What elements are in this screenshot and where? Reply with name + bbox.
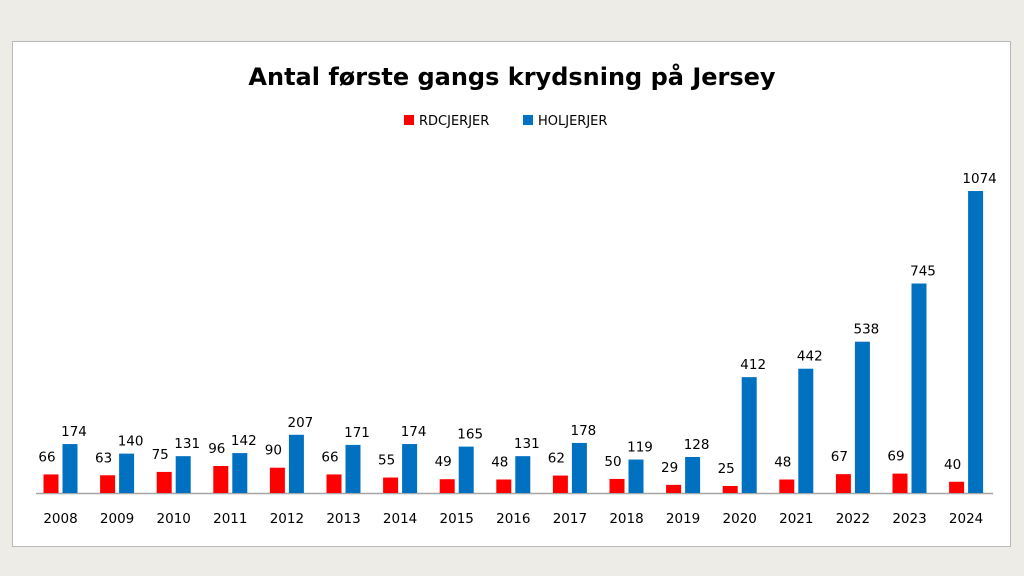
data-label-holjerjer-2013: 171 (344, 425, 370, 441)
bar-holjerjer-2019 (685, 457, 701, 493)
bar-rdcjerjer-2021 (779, 479, 795, 493)
data-label-holjerjer-2023: 745 (910, 264, 936, 280)
bar-chart: Antal første gangs krydsning på Jersey RD… (36, 62, 997, 527)
bar-holjerjer-2022 (854, 341, 870, 493)
bar-rdcjerjer-2024 (949, 481, 965, 493)
data-label-holjerjer-2017: 178 (571, 423, 597, 439)
bar-holjerjer-2015 (458, 446, 474, 493)
data-label-rdcjerjer-2022: 67 (831, 449, 848, 465)
data-label-holjerjer-2021: 442 (797, 349, 823, 365)
data-label-rdcjerjer-2023: 69 (887, 449, 904, 465)
data-label-holjerjer-2009: 140 (118, 434, 144, 450)
x-tick-label: 2012 (270, 511, 304, 527)
x-tick-label: 2018 (609, 511, 643, 527)
bar-holjerjer-2012 (288, 434, 304, 493)
bar-rdcjerjer-2018 (609, 478, 625, 493)
legend-swatch-holjerjer (523, 115, 533, 125)
bar-rdcjerjer-2019 (666, 484, 682, 493)
x-tick-label: 2016 (496, 511, 530, 527)
bar-rdcjerjer-2016 (496, 479, 512, 493)
data-label-rdcjerjer-2021: 48 (774, 455, 791, 471)
data-label-holjerjer-2010: 131 (174, 436, 200, 452)
bar-rdcjerjer-2014 (383, 477, 399, 493)
x-tick-label: 2015 (440, 511, 474, 527)
data-label-rdcjerjer-2019: 29 (661, 460, 678, 476)
data-label-holjerjer-2024: 1074 (962, 171, 996, 187)
data-label-rdcjerjer-2012: 90 (265, 443, 282, 459)
bar-holjerjer-2018 (628, 459, 644, 493)
data-label-rdcjerjer-2017: 62 (548, 451, 565, 467)
data-label-holjerjer-2020: 412 (740, 357, 766, 373)
data-label-holjerjer-2014: 174 (401, 424, 427, 440)
bar-holjerjer-2009 (119, 453, 135, 493)
data-label-holjerjer-2012: 207 (288, 415, 314, 431)
data-label-rdcjerjer-2011: 96 (208, 441, 225, 457)
bar-holjerjer-2021 (798, 368, 814, 493)
data-label-rdcjerjer-2018: 50 (604, 454, 621, 470)
bar-rdcjerjer-2023 (892, 473, 908, 493)
x-tick-label: 2011 (213, 511, 247, 527)
data-label-rdcjerjer-2008: 66 (38, 449, 55, 465)
data-label-holjerjer-2019: 128 (684, 437, 710, 453)
x-tick-label: 2008 (43, 511, 77, 527)
bar-holjerjer-2008 (62, 444, 78, 493)
bar-rdcjerjer-2022 (835, 474, 851, 493)
bar-rdcjerjer-2013 (326, 474, 342, 493)
bar-rdcjerjer-2015 (439, 479, 455, 493)
x-tick-label: 2023 (892, 511, 926, 527)
data-label-holjerjer-2016: 131 (514, 436, 540, 452)
bar-holjerjer-2010 (175, 456, 191, 493)
bar-rdcjerjer-2010 (156, 471, 172, 493)
x-tick-label: 2020 (723, 511, 757, 527)
bar-holjerjer-2024 (968, 191, 984, 493)
data-label-rdcjerjer-2016: 48 (491, 455, 508, 471)
bar-holjerjer-2011 (232, 453, 248, 493)
x-tick-label: 2019 (666, 511, 700, 527)
legend-label-holjerjer: HOLJERJER (538, 114, 607, 129)
data-label-holjerjer-2022: 538 (854, 322, 880, 338)
x-tick-label: 2021 (779, 511, 813, 527)
bar-holjerjer-2020 (741, 377, 757, 493)
bar-holjerjer-2013 (345, 444, 361, 493)
bar-holjerjer-2017 (571, 442, 587, 493)
bar-rdcjerjer-2011 (213, 466, 229, 493)
data-label-rdcjerjer-2024: 40 (944, 457, 961, 473)
x-tick-label: 2010 (157, 511, 191, 527)
bar-rdcjerjer-2017 (552, 475, 568, 493)
bar-holjerjer-2016 (515, 456, 531, 493)
bar-holjerjer-2023 (911, 283, 927, 493)
data-label-rdcjerjer-2015: 49 (435, 454, 452, 470)
x-tick-label: 2009 (100, 511, 134, 527)
data-label-rdcjerjer-2020: 25 (718, 461, 735, 477)
data-label-rdcjerjer-2009: 63 (95, 450, 112, 466)
x-tick-label: 2022 (836, 511, 870, 527)
x-tick-label: 2014 (383, 511, 417, 527)
data-label-holjerjer-2015: 165 (457, 427, 483, 443)
x-tick-label: 2017 (553, 511, 587, 527)
bar-rdcjerjer-2008 (43, 474, 59, 493)
legend-label-rdcjerjer: RDCJERJER (419, 114, 489, 129)
chart-title: Antal første gangs krydsning på Jersey (248, 62, 776, 91)
data-label-rdcjerjer-2013: 66 (321, 449, 338, 465)
bar-rdcjerjer-2020 (722, 485, 738, 493)
x-tick-label: 2013 (326, 511, 360, 527)
data-label-holjerjer-2011: 142 (231, 433, 257, 449)
bar-rdcjerjer-2009 (100, 475, 116, 493)
data-label-rdcjerjer-2014: 55 (378, 453, 395, 469)
bar-holjerjer-2014 (402, 444, 418, 493)
data-label-rdcjerjer-2010: 75 (152, 447, 169, 463)
legend-swatch-rdcjerjer (404, 115, 414, 125)
chart-card: Antal første gangs krydsning på Jersey RD… (12, 41, 1011, 547)
data-label-holjerjer-2018: 119 (627, 440, 653, 456)
bar-rdcjerjer-2012 (269, 467, 285, 493)
x-tick-label: 2024 (949, 511, 983, 527)
data-label-holjerjer-2008: 174 (61, 424, 87, 440)
